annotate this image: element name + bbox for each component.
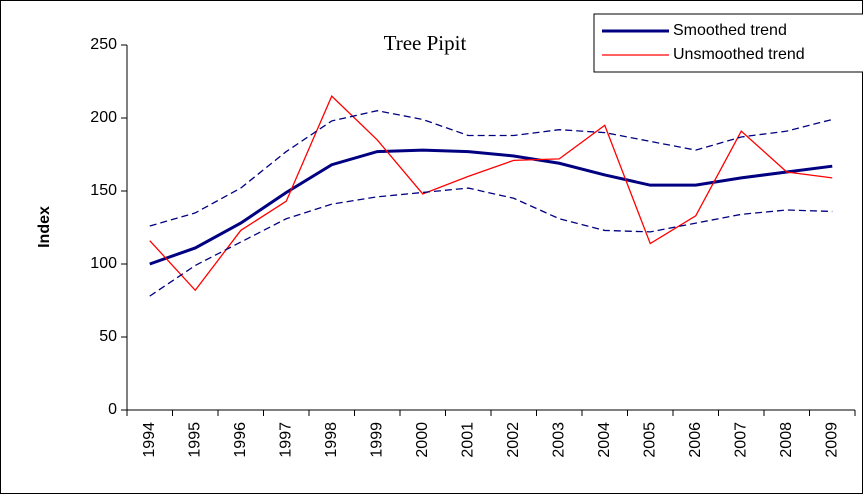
y-tick-label: 100 xyxy=(90,255,117,272)
x-tick-label: 2005 xyxy=(641,422,658,458)
legend-label: Unsmoothed trend xyxy=(673,46,805,63)
x-tick-label: 2001 xyxy=(459,422,476,458)
legend-label: Smoothed trend xyxy=(673,22,787,39)
chart-title: Tree Pipit xyxy=(384,31,467,55)
x-tick-label: 2003 xyxy=(550,422,567,458)
y-axis-label: Index xyxy=(36,206,53,248)
x-tick-label: 1998 xyxy=(323,422,340,458)
x-tick-label: 2007 xyxy=(732,422,749,458)
series-line xyxy=(149,94,833,292)
x-tick-label: 1999 xyxy=(368,422,385,458)
x-tick-label: 2009 xyxy=(823,422,840,458)
series-line xyxy=(149,148,833,266)
y-tick-label: 250 xyxy=(90,36,117,53)
x-tick-label: 2000 xyxy=(414,422,431,458)
y-tick-label: 200 xyxy=(90,109,117,126)
x-tick-label: 1995 xyxy=(186,422,203,458)
legend-box xyxy=(593,13,863,73)
x-tick-label: 2004 xyxy=(596,422,613,458)
series-line xyxy=(149,187,833,297)
x-tick-label: 2002 xyxy=(505,422,522,458)
y-tick-label: 0 xyxy=(108,401,117,418)
x-tick-label: 2008 xyxy=(778,422,795,458)
series-line xyxy=(149,110,833,227)
x-tick-label: 2006 xyxy=(687,422,704,458)
y-tick-label: 50 xyxy=(99,328,117,345)
x-tick-label: 1997 xyxy=(277,422,294,458)
x-tick-label: 1994 xyxy=(141,422,158,458)
x-tick-label: 1996 xyxy=(232,422,249,458)
y-tick-label: 150 xyxy=(90,182,117,199)
